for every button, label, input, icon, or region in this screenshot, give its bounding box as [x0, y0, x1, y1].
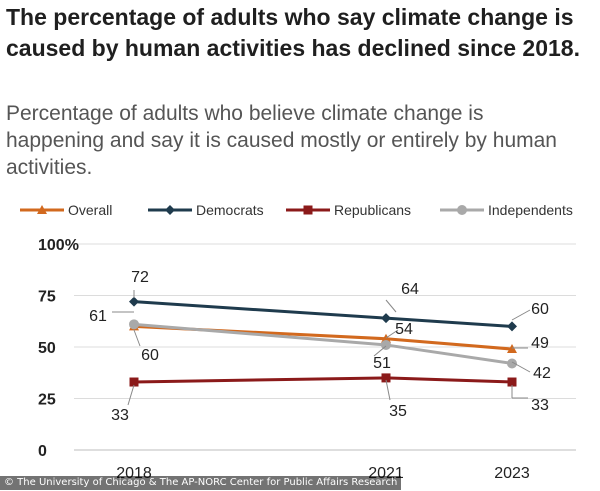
leader-line — [385, 299, 397, 313]
chart-subtitle: Percentage of adults who believe climate… — [6, 102, 557, 179]
data-label: 64 — [401, 281, 419, 298]
data-label: 33 — [531, 397, 549, 414]
data-point — [381, 373, 391, 383]
legend-label: Overall — [68, 202, 112, 218]
legend: Overall Democrats Republicans Independents — [20, 202, 573, 218]
y-tick-label: 100% — [38, 237, 79, 254]
x-tick-label: 2023 — [494, 465, 530, 482]
data-label: 51 — [373, 355, 391, 372]
data-label: 33 — [111, 407, 129, 424]
data-labels: 60 54 49 72 64 60 33 35 33 61 51 42 — [89, 269, 551, 424]
y-axis: 100% 75 50 25 0 — [38, 237, 79, 460]
legend-label: Republicans — [334, 202, 411, 218]
legend-label: Democrats — [196, 202, 264, 218]
leader-line — [133, 329, 141, 347]
series-group — [129, 296, 517, 387]
data-label: 42 — [533, 365, 551, 382]
data-point — [507, 344, 517, 354]
data-label: 61 — [89, 308, 107, 325]
data-label: 60 — [531, 301, 549, 318]
data-label: 49 — [531, 335, 549, 352]
y-tick-label: 0 — [38, 443, 47, 460]
series-line — [133, 376, 513, 384]
leader-line — [127, 384, 135, 406]
data-point — [507, 358, 517, 369]
legend-marker — [165, 205, 175, 215]
series-line — [133, 300, 513, 328]
data-point — [507, 377, 517, 387]
legend-label: Independents — [488, 202, 573, 218]
data-label: 72 — [131, 269, 149, 286]
data-point — [381, 333, 391, 343]
y-tick-label: 50 — [38, 340, 56, 357]
chart-title: The percentage of adults who say climate… — [6, 4, 580, 61]
data-point — [129, 319, 139, 330]
y-tick-label: 25 — [38, 392, 56, 409]
legend-marker — [37, 205, 47, 214]
data-point — [129, 296, 139, 307]
data-point — [507, 321, 517, 332]
leader-line — [373, 345, 387, 357]
leader-line — [385, 379, 391, 401]
y-tick-label: 75 — [38, 289, 56, 306]
data-label: 35 — [389, 403, 407, 420]
leader-line — [385, 329, 399, 339]
data-point — [129, 377, 139, 387]
leader-line — [511, 309, 531, 321]
credit-caption: © The University of Chicago & The AP-NOR… — [0, 476, 402, 490]
data-label: 60 — [141, 347, 159, 364]
legend-marker — [457, 205, 467, 215]
data-point — [381, 313, 391, 324]
data-label: 54 — [395, 321, 413, 338]
leader-line — [511, 361, 531, 373]
legend-marker — [303, 205, 313, 215]
